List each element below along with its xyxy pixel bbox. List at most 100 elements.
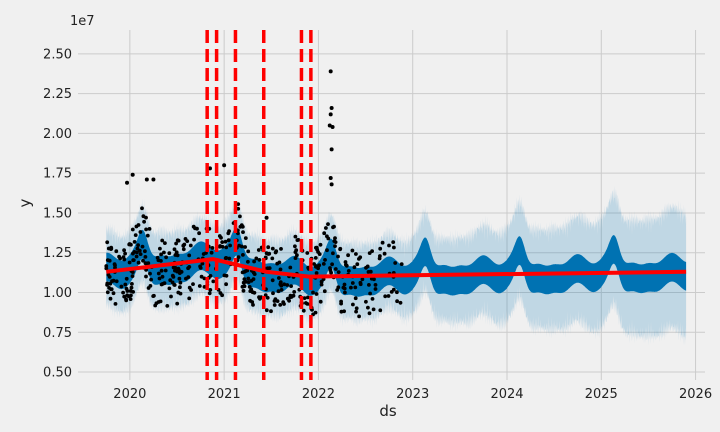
observed-point [242,284,247,289]
observed-point [210,246,215,250]
observed-point [317,252,322,256]
observed-point [289,284,293,288]
observed-point [168,278,173,283]
observed-point [293,250,298,255]
observed-point [177,276,182,281]
observed-point [159,268,164,273]
observed-point [222,273,227,278]
observed-point [200,261,205,266]
observed-point [186,275,191,279]
observed-point [333,267,338,271]
observed-point [325,234,329,239]
changepoint-lines [205,30,313,380]
observed-point [160,282,165,286]
observed-point [314,271,319,275]
observed-point [146,286,151,290]
observed-point [175,301,180,306]
observed-point [315,247,320,252]
y-tick-labels: 0.50 0.75 1.00 1.25 1.50 1.75 2.00 2.25 2.50 [43,47,72,380]
observed-point [248,298,253,303]
observed-point [121,255,126,259]
observed-point [378,308,383,313]
observed-point [144,274,148,279]
observed-point [160,238,165,243]
observed-point [353,296,358,301]
observed-point [145,233,150,238]
x-tick-label: 2024 [490,387,523,402]
observed-point [325,248,329,253]
observed-point [241,230,245,235]
observed-point [391,287,396,292]
observed-point [163,268,168,273]
y-tick-label: 1.25 [43,246,72,261]
observed-point [382,251,387,256]
observed-point [387,243,391,248]
observed-point [386,294,391,298]
observed-point [295,238,300,243]
observed-point [111,278,116,283]
observed-point [254,256,259,261]
observed-point [378,254,382,258]
observed-point [136,260,141,265]
observed-point [131,251,135,256]
observed-point [391,240,396,245]
observed-point [186,266,191,271]
observed-point [250,290,255,295]
observed-point [293,244,297,249]
observed-point [111,291,116,296]
observed-point [237,243,242,248]
observed-point [236,255,241,259]
observed-point [114,279,119,284]
observed-point [264,215,269,220]
grid-lines [78,30,705,380]
observed-point [245,268,250,273]
observed-point [282,282,287,287]
observed-point [353,285,358,290]
observed-point [187,253,192,258]
observed-point [138,252,143,256]
observed-point [220,240,225,245]
y-tick-label: 1.75 [43,167,72,182]
observed-point [366,270,371,274]
observed-point [242,270,247,274]
y-tick-label: 0.50 [43,366,72,381]
observed-point [342,282,347,287]
observed-point [112,262,117,266]
observed-point [107,275,112,279]
observed-point [107,286,111,290]
observed-point [318,299,323,304]
observed-point [174,241,179,246]
observed-point [329,182,334,187]
observed-point [278,280,283,284]
observed-point [335,288,340,292]
observed-point [312,262,316,266]
observed-point [393,261,398,265]
x-tick-label: 2023 [396,387,429,402]
observed-point [241,288,246,293]
observed-point [378,246,383,251]
observed-point [130,227,135,232]
observed-point [208,288,213,292]
observed-point [182,242,187,247]
observed-point [358,255,363,260]
observed-point [257,295,261,300]
observed-point [339,299,343,304]
observed-point [265,266,270,271]
observed-point [305,302,310,306]
observed-point [277,276,281,280]
observed-point [257,258,262,262]
y-tick-label: 0.75 [43,326,72,341]
observed-point [332,239,337,244]
observed-point [222,163,227,168]
observed-point [119,284,124,289]
observed-point [153,303,158,308]
observed-point [321,262,326,266]
observed-point [249,287,254,292]
observed-point [126,294,131,299]
observed-point [135,246,140,251]
observed-point [395,290,399,295]
observed-point [226,231,231,236]
observed-point [311,290,315,295]
observed-point [336,254,340,259]
observed-point [138,230,143,234]
